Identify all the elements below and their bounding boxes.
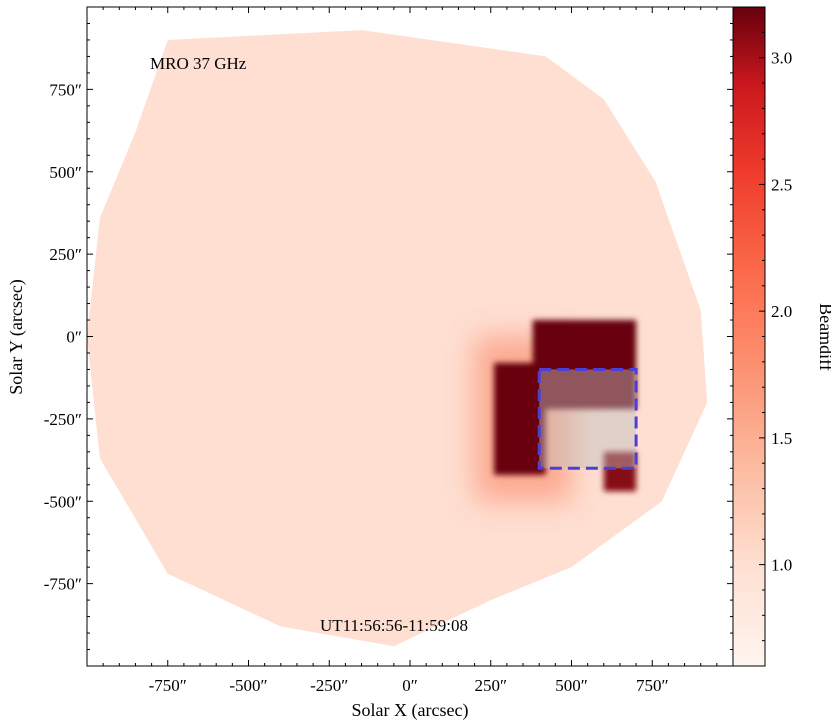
x-tick-label: 250″ xyxy=(474,676,507,695)
x-tick-label: 750″ xyxy=(636,676,669,695)
y-tick-label: 750″ xyxy=(49,80,82,99)
instrument-annotation: MRO 37 GHz xyxy=(150,54,247,73)
colorbar-tick-label: 1.5 xyxy=(771,429,792,448)
y-tick-label: 250″ xyxy=(49,245,82,264)
y-tick-label: 0″ xyxy=(66,328,82,347)
colorbar-label: Beamdiff xyxy=(816,303,831,371)
x-tick-label: -500″ xyxy=(229,676,267,695)
active-region-layer xyxy=(474,320,637,502)
colorbar-tick-label: 2.5 xyxy=(771,175,792,194)
active-region-southeast-tail xyxy=(603,451,637,492)
y-tick-label: -250″ xyxy=(44,410,82,429)
selection-box xyxy=(537,367,638,470)
colorbar-tick-label: 3.0 xyxy=(771,49,792,68)
y-tick-label: -500″ xyxy=(44,492,82,511)
colorbar xyxy=(732,6,766,667)
y-axis-ticks: -750″ -500″ -250″ 0″ 250″ 500″ 750″ xyxy=(44,6,733,667)
y-axis-label: Solar Y (arcsec) xyxy=(6,279,27,395)
x-axis-ticks: -750″ -500″ -250″ 0″ 250″ 500″ 750″ xyxy=(86,7,734,695)
time-annotation: UT11:56:56-11:59:08 xyxy=(320,616,468,635)
colorbar-tick-label: 2.0 xyxy=(771,302,792,321)
y-tick-label: 500″ xyxy=(49,163,82,182)
colorbar-tick-label: 1.0 xyxy=(771,556,792,575)
active-region-north-lobe xyxy=(532,320,637,409)
y-tick-label: -750″ xyxy=(44,575,82,594)
x-axis-label: Solar X (arcsec) xyxy=(352,700,469,721)
colorbar-ticks: 1.0 1.5 2.0 2.5 3.0 xyxy=(759,6,792,642)
x-tick-label: -750″ xyxy=(149,676,187,695)
x-tick-label: -250″ xyxy=(310,676,348,695)
x-tick-label: 500″ xyxy=(555,676,588,695)
x-tick-label: 0″ xyxy=(402,676,418,695)
